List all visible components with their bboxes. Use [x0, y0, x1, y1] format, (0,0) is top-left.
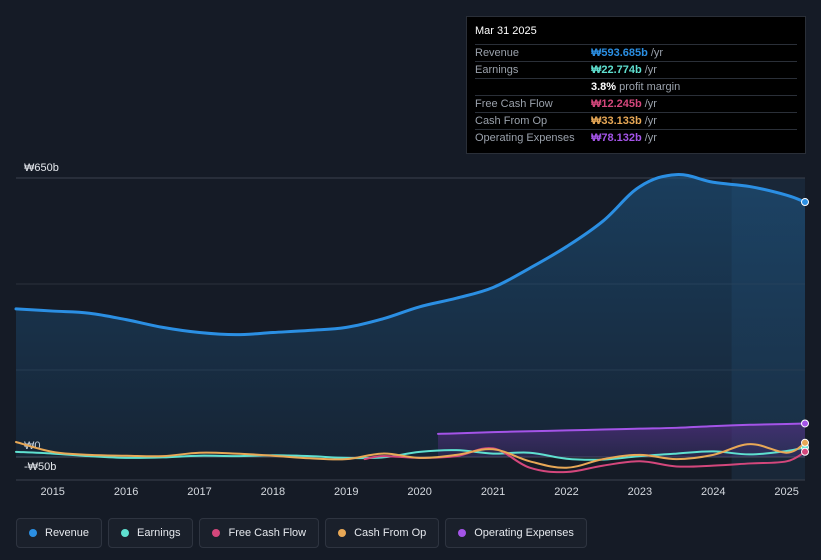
- tooltip-row-label: Revenue: [475, 47, 520, 59]
- tooltip-row-value: ₩78.132b: [591, 132, 642, 144]
- legend-dot-icon: [212, 529, 221, 537]
- series-line-operating-expenses: [437, 422, 806, 435]
- tooltip-row-unit: profit margin: [619, 81, 681, 93]
- x-tick-label: 2024: [701, 486, 725, 498]
- legend-item-free-cash-flow[interactable]: Free Cash Flow: [199, 518, 320, 548]
- x-tick-label: 2017: [187, 486, 211, 498]
- legend-label: Earnings: [137, 527, 181, 539]
- legend-label: Revenue: [45, 527, 90, 539]
- tooltip-row-value: ₩22.774b: [591, 64, 642, 76]
- series-line-revenue: [14, 173, 807, 337]
- legend-dot-icon: [458, 529, 467, 537]
- tooltip-row: 3.8% profit margin: [475, 78, 797, 95]
- y-label-top: ₩650b: [24, 162, 59, 174]
- legend-dot-icon: [338, 529, 347, 537]
- legend-label: Operating Expenses: [474, 527, 574, 539]
- tooltip-row-unit: /yr: [644, 132, 657, 144]
- y-label-bottom: -₩50b: [24, 461, 56, 473]
- x-axis-ticks: 2015 2016 2017 2018 2019 2020 2021 2022 2023 2024…: [40, 486, 798, 498]
- x-tick-label: 2021: [481, 486, 505, 498]
- legend-item-earnings[interactable]: Earnings: [108, 518, 194, 548]
- x-tick-label: 2016: [114, 486, 138, 498]
- legend-label: Cash From Op: [354, 527, 427, 539]
- tooltip-row-label: Cash From Op: [475, 115, 548, 127]
- chart-area: ₩650b ₩0 -₩50b 2015201620172018201920202…: [14, 162, 809, 498]
- legend: Revenue Earnings Free Cash Flow Cash From O…: [16, 518, 587, 548]
- legend-dot-icon: [121, 529, 130, 537]
- x-tick-label: 2025: [774, 486, 798, 498]
- series-end-marker-free-cash-flow[interactable]: [801, 447, 809, 456]
- tooltip-row: Operating Expenses ₩78.132b/yr: [475, 129, 797, 146]
- series-end-marker-cash-from-op[interactable]: [801, 438, 809, 447]
- tooltip-row: Cash From Op ₩33.133b/yr: [475, 112, 797, 129]
- tooltip-row-label: Operating Expenses: [475, 132, 575, 144]
- x-tick-label: 2023: [628, 486, 652, 498]
- series-line-earnings: [15, 446, 806, 461]
- x-tick-label: 2019: [334, 486, 358, 498]
- tooltip-panel: Mar 31 2025 Revenue ₩593.685b/yr Earnings ₩…: [466, 16, 806, 154]
- x-tick-label: 2015: [40, 486, 64, 498]
- tooltip-row-unit: /yr: [644, 98, 657, 110]
- tooltip-row-value: ₩12.245b: [591, 98, 642, 110]
- legend-item-cash-from-op[interactable]: Cash From Op: [325, 518, 440, 548]
- tooltip-row-label: [475, 79, 591, 95]
- legend-label: Free Cash Flow: [228, 527, 307, 539]
- tooltip-row: Free Cash Flow ₩12.245b/yr: [475, 95, 797, 112]
- tooltip-row-label: Free Cash Flow: [475, 98, 553, 110]
- legend-item-revenue[interactable]: Revenue: [16, 518, 103, 548]
- series-end-marker-operating-expenses[interactable]: [801, 419, 809, 428]
- x-tick-label: 2020: [407, 486, 431, 498]
- series-area-revenue: [16, 174, 805, 457]
- tooltip-row: Earnings ₩22.774b/yr: [475, 61, 797, 78]
- x-tick-label: 2018: [261, 486, 285, 498]
- legend-dot-icon: [29, 529, 37, 537]
- tooltip-row-value: 3.8%: [591, 81, 617, 93]
- tooltip-row-unit: /yr: [650, 47, 664, 59]
- tooltip-date: Mar 31 2025: [475, 25, 537, 37]
- x-tick-label: 2022: [554, 486, 578, 498]
- legend-item-operating-expenses[interactable]: Operating Expenses: [445, 518, 587, 548]
- tooltip-rows: Revenue ₩593.685b/yr Earnings ₩22.774b/yr 3.…: [475, 44, 797, 146]
- series-end-marker-revenue[interactable]: [801, 198, 809, 207]
- tooltip-row-label: Earnings: [475, 64, 519, 76]
- tooltip-row: Revenue ₩593.685b/yr: [475, 44, 797, 61]
- series-layer: [14, 173, 809, 474]
- tooltip-row-unit: /yr: [644, 115, 657, 127]
- series-line-cash-from-op: [15, 440, 806, 469]
- tooltip-row-value: ₩33.133b: [591, 115, 642, 127]
- tooltip-row-value: ₩593.685b: [591, 47, 648, 59]
- tooltip-row-unit: /yr: [644, 64, 657, 76]
